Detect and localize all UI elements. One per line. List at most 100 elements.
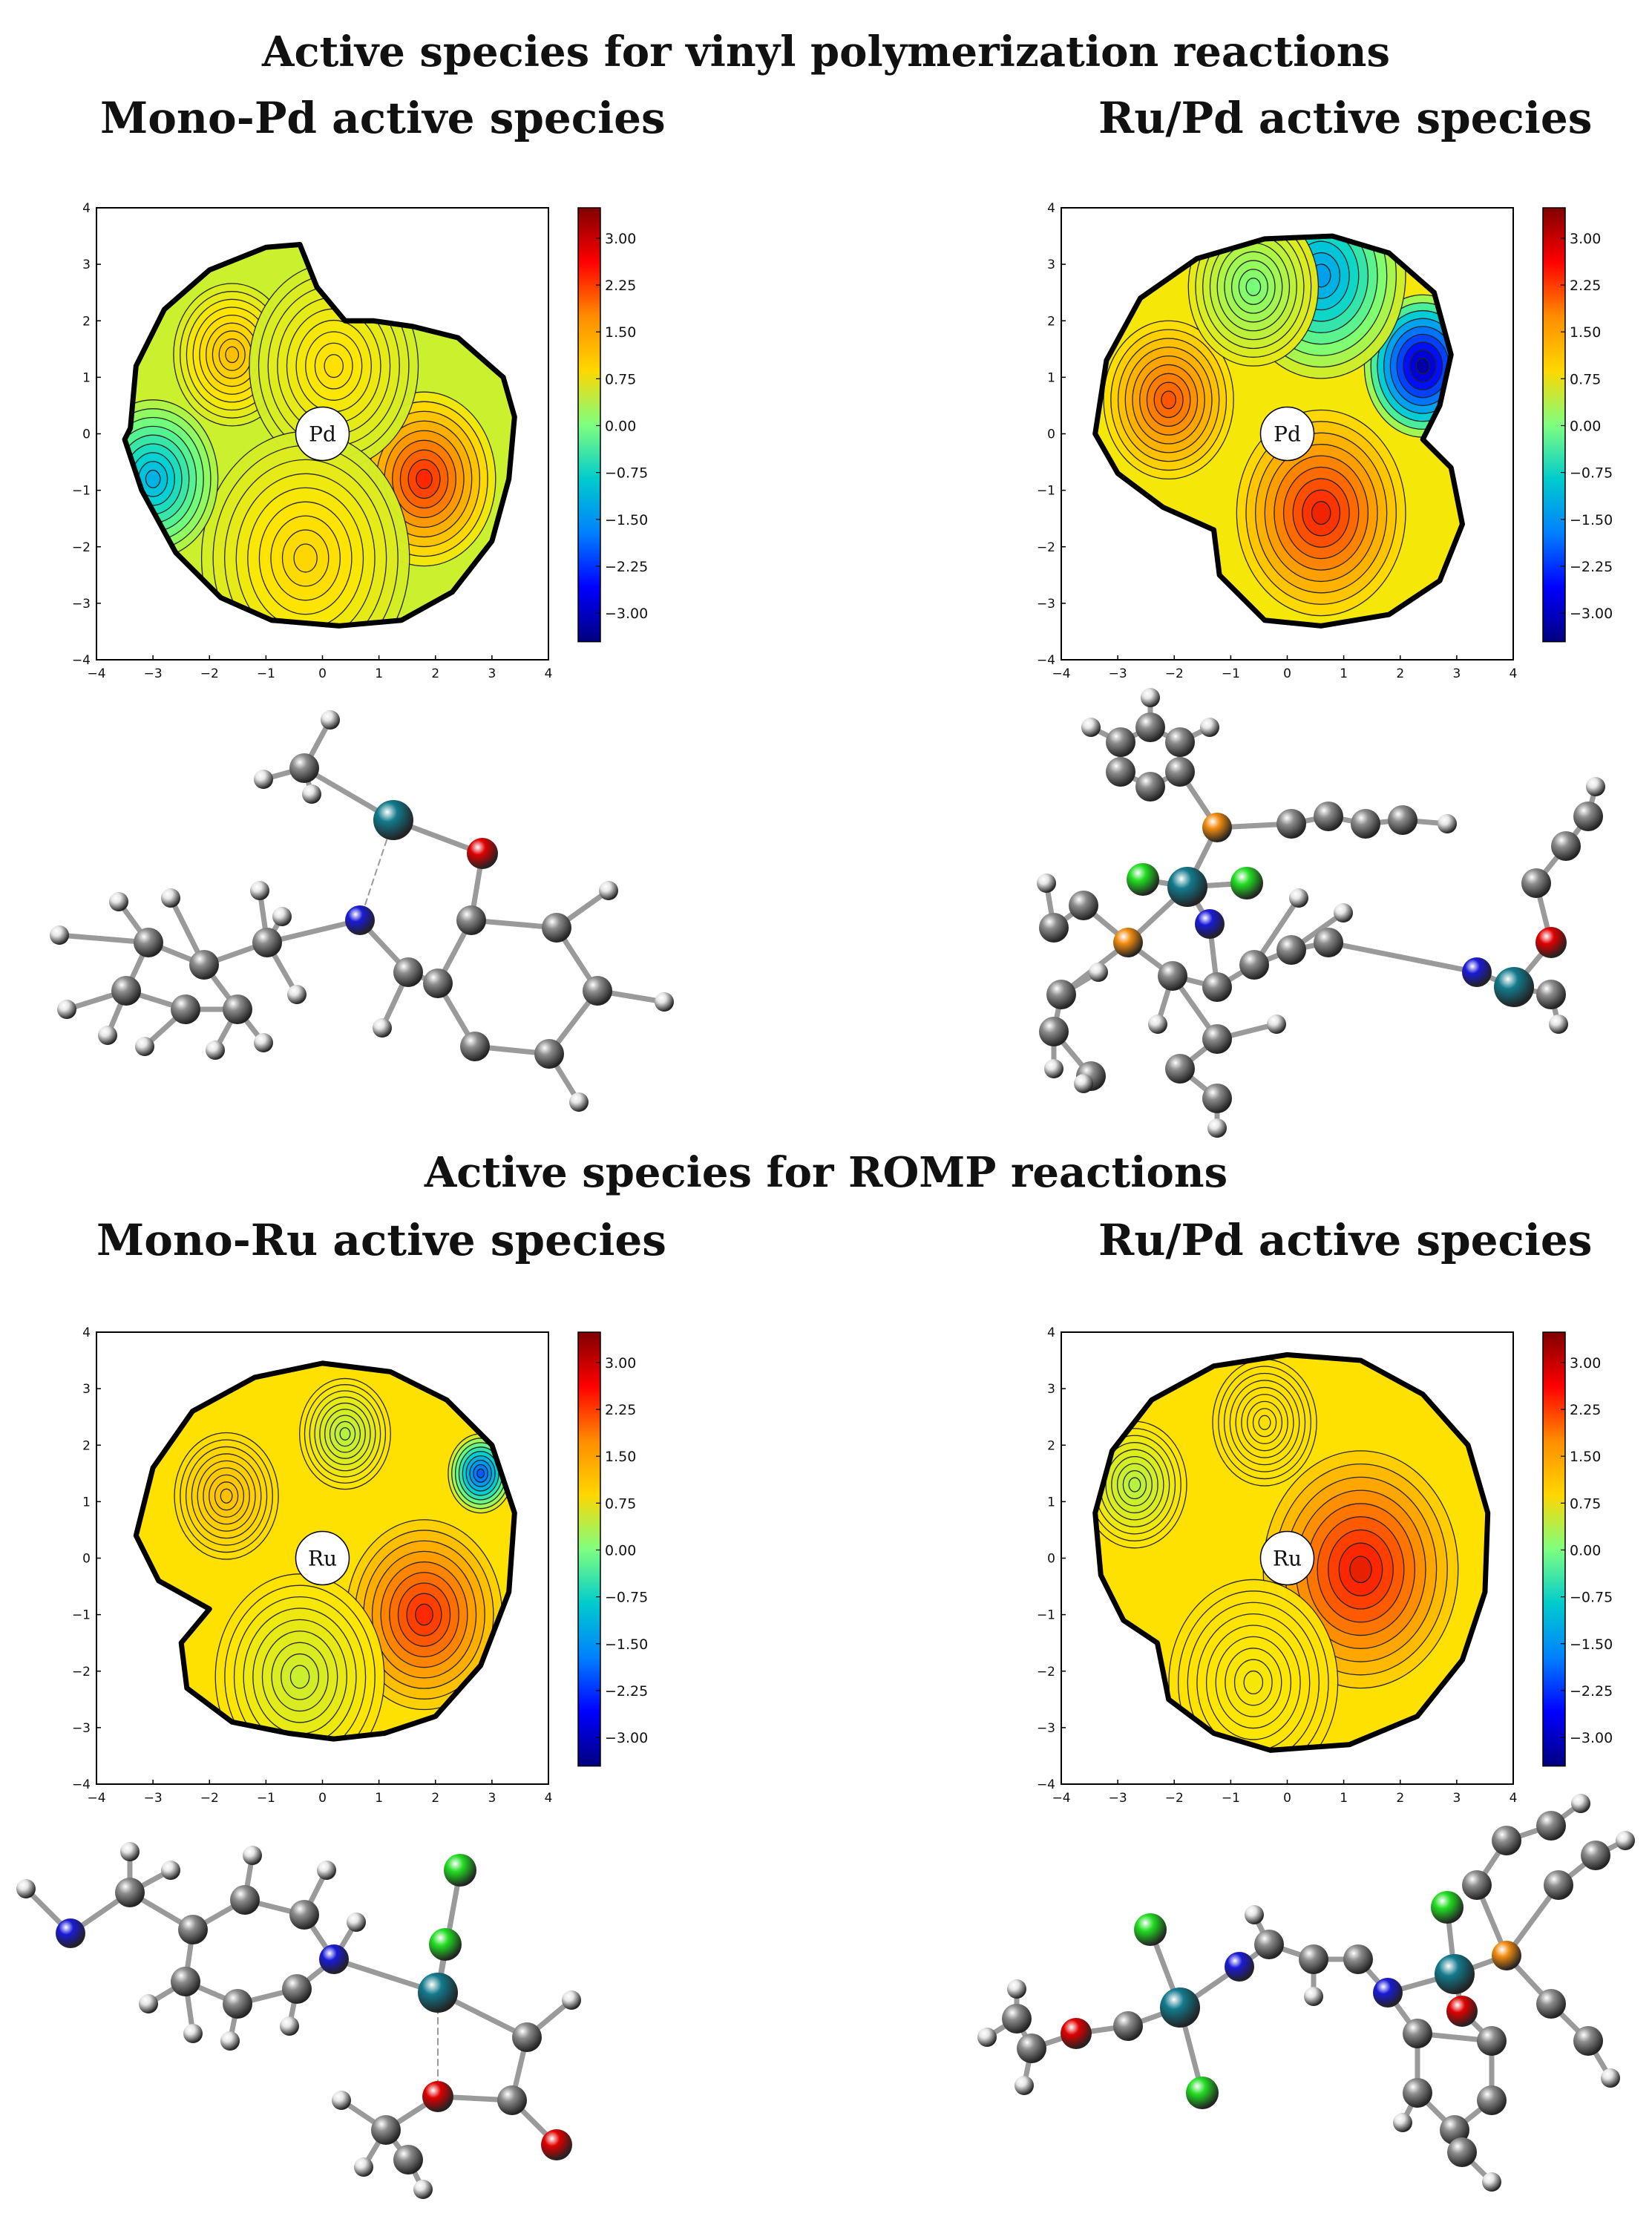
molecule-rupd-romp: [977, 1794, 1635, 2192]
carbon-atom: [497, 2085, 527, 2115]
metal-atom: [418, 1973, 458, 2013]
carbon-atom: [1202, 1024, 1232, 1054]
colorbar-label: −2.25: [605, 559, 648, 575]
carbon-atom: [1492, 1826, 1521, 1855]
phosphorus-atom: [1113, 928, 1143, 957]
chlorine-atom: [1134, 1913, 1167, 1946]
y-tick-label: −4: [72, 1777, 91, 1792]
contour-level: [225, 346, 240, 364]
colorbar-label: −1.50: [605, 1636, 648, 1653]
metal-label: Ru: [308, 1547, 337, 1571]
hydrogen-atom: [161, 1861, 180, 1880]
carbon-atom: [1106, 757, 1135, 787]
carbon-atom: [460, 1032, 490, 1061]
sphere-boundary: [122, 241, 517, 629]
chlorine-atom: [444, 1854, 476, 1887]
carbon-atom: [134, 928, 163, 957]
colorbar-label: 2.25: [1570, 278, 1601, 294]
carbon-atom: [1039, 913, 1069, 943]
carbon-atom: [1069, 891, 1098, 920]
y-tick-label: −4: [1037, 653, 1055, 668]
colorbar-label: −3.00: [1570, 606, 1613, 622]
hydrogen-atom: [1334, 903, 1353, 922]
colorbar-label: −2.25: [1570, 559, 1613, 575]
colorbar: [1542, 207, 1566, 643]
y-tick-label: 4: [1047, 1325, 1055, 1340]
carbon-atom: [1202, 1084, 1232, 1113]
y-tick-label: 3: [82, 258, 91, 272]
carbon-atom: [583, 976, 612, 1006]
hydrogen-atom: [1015, 2076, 1034, 2095]
carbon-atom: [371, 2115, 401, 2145]
hydrogen-atom: [220, 2031, 240, 2051]
metal-atom: [1435, 1954, 1475, 1994]
carbon-atom: [282, 1974, 312, 2004]
carbon-atom: [223, 994, 252, 1024]
x-tick-label: −4: [87, 1791, 105, 1806]
steric-map-rupd-romp: Ru −4 −3 −2 −1 0 1 2 3 4 4 3 2 1 0 −1 −2 −3 −4 3.00 2.25 1.50…: [1037, 1325, 1613, 1806]
x-tick-label: 2: [1396, 666, 1404, 681]
carbon-atom: [1477, 2026, 1507, 2056]
hydrogen-atom: [254, 770, 273, 789]
hydrogen-atom: [321, 710, 340, 730]
y-tick-label: −1: [72, 1608, 91, 1623]
hydrogen-atom: [1037, 874, 1056, 893]
contour-level: [1311, 501, 1331, 525]
colorbar-label: −1.50: [605, 512, 648, 528]
y-tick-label: −2: [1037, 1665, 1055, 1679]
carbon-atom: [1239, 950, 1269, 980]
hydrogen-atom: [599, 881, 618, 900]
hydrogen-atom: [250, 881, 269, 900]
x-tick-label: 4: [545, 1791, 553, 1806]
x-tick-label: 2: [431, 1791, 439, 1806]
hydrogen-atom: [206, 1040, 225, 1060]
hydrogen-atom: [161, 888, 180, 908]
oxygen-atom: [422, 2081, 453, 2112]
carbon-atom: [1573, 802, 1603, 831]
y-tick-label: 4: [1047, 201, 1055, 216]
contour-level: [145, 469, 161, 488]
bond: [359, 819, 394, 921]
hydrogen-atom: [243, 1846, 262, 1865]
chlorine-atom: [1230, 867, 1263, 899]
hydrogen-atom: [1482, 2172, 1501, 2192]
colorbar-label: 3.00: [605, 1355, 636, 1371]
x-tick-label: −3: [1109, 1791, 1127, 1806]
carbon-atom: [1002, 2004, 1032, 2033]
metal-label: Pd: [1274, 422, 1301, 447]
carbon-atom: [189, 950, 219, 980]
hydrogen-atom: [1007, 1979, 1026, 1999]
contour-level: [339, 1427, 351, 1441]
colorbar-label: 1.50: [605, 324, 636, 341]
x-tick-label: 0: [1283, 666, 1291, 681]
contour-level: [293, 543, 318, 573]
nitrogen-atom: [319, 1944, 349, 1974]
x-tick-label: −3: [1109, 666, 1127, 681]
y-tick-label: 3: [1047, 258, 1055, 272]
colorbar-label: −1.50: [1570, 1636, 1613, 1653]
carbon-atom: [1046, 980, 1076, 1009]
chlorine-atom: [1127, 863, 1159, 896]
carbon-atom: [289, 1900, 319, 1930]
y-tick-label: −2: [72, 540, 91, 555]
carbon-atom: [1165, 757, 1195, 787]
hydrogen-atom: [272, 907, 292, 926]
panel-title-rupd-vinyl: Ru/Pd active species: [1098, 93, 1593, 143]
carbon-atom: [1202, 972, 1232, 1002]
chlorine-atom: [429, 1928, 462, 1961]
sphere-boundary: [133, 1360, 517, 1742]
hydrogen-atom: [120, 1842, 140, 1861]
metal-center: [295, 1530, 350, 1586]
carbon-atom: [1351, 809, 1380, 839]
y-tick-label: −3: [72, 597, 91, 612]
molecule-rupd-vinyl: [1037, 688, 1605, 1138]
hydrogen-atom: [1267, 1015, 1286, 1034]
colorbar-label: 0.75: [1570, 1495, 1601, 1512]
oxygen-atom: [467, 838, 498, 869]
carbon-atom: [1536, 1811, 1566, 1841]
x-tick-label: 1: [375, 1791, 383, 1806]
hydrogen-atom: [139, 1994, 158, 2013]
y-tick-label: 2: [1047, 1438, 1055, 1453]
colorbar-label: −0.75: [1570, 1590, 1613, 1606]
carbon-atom: [1477, 2085, 1507, 2115]
